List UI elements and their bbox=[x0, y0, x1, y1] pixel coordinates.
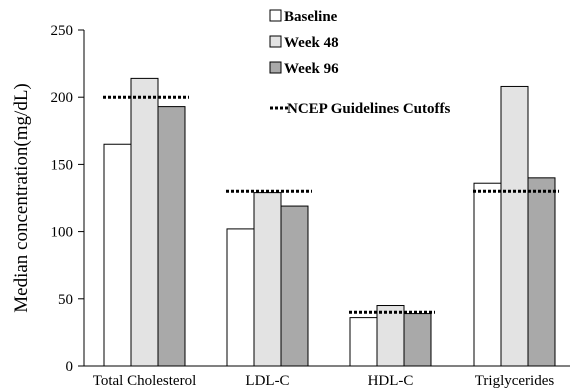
legend: Baseline Week 48 Week 96 NCEP Guidelines Cu… bbox=[269, 9, 451, 117]
bar-baseline bbox=[103, 143, 132, 367]
y-tick-label: 250 bbox=[51, 23, 74, 39]
bars bbox=[103, 77, 556, 367]
bar-baseline bbox=[349, 317, 378, 367]
legend-label: Week 48 bbox=[284, 35, 339, 51]
legend-swatch bbox=[269, 9, 282, 22]
legend-label: NCEP Guidelines Cutoffs bbox=[287, 101, 451, 117]
y-tick-label: 100 bbox=[51, 225, 74, 241]
bar-week-96 bbox=[527, 177, 556, 367]
bar-week-48 bbox=[253, 192, 282, 367]
y-ticks: 0 50 100 150 200 250 bbox=[51, 23, 84, 375]
category-label: HDL-C bbox=[368, 373, 414, 389]
bar-week-48 bbox=[500, 85, 529, 367]
bar-baseline bbox=[473, 182, 502, 367]
bar-week-96 bbox=[157, 106, 186, 367]
legend-swatch bbox=[269, 35, 282, 48]
y-axis-label: Median concentration(mg/dL) bbox=[11, 83, 32, 313]
legend-label: Week 96 bbox=[284, 61, 339, 77]
bar-week-96 bbox=[403, 313, 432, 367]
bar-week-48 bbox=[130, 77, 159, 367]
bar-week-48 bbox=[376, 305, 405, 367]
bar-week-96 bbox=[280, 205, 309, 367]
category-label: LDL-C bbox=[245, 373, 289, 389]
legend-swatch bbox=[269, 61, 282, 74]
y-tick-label: 150 bbox=[51, 157, 74, 173]
bar-baseline bbox=[226, 228, 255, 367]
y-tick-label: 0 bbox=[66, 359, 74, 375]
category-label: Triglycerides bbox=[475, 373, 555, 389]
category-labels: Total Cholesterol LDL-C HDL-C Triglycerides bbox=[93, 373, 555, 389]
y-tick-label: 50 bbox=[58, 292, 73, 308]
y-tick-label: 200 bbox=[51, 90, 74, 106]
reference-lines bbox=[103, 95, 559, 314]
legend-label: Baseline bbox=[284, 9, 338, 25]
category-label: Total Cholesterol bbox=[93, 373, 197, 389]
